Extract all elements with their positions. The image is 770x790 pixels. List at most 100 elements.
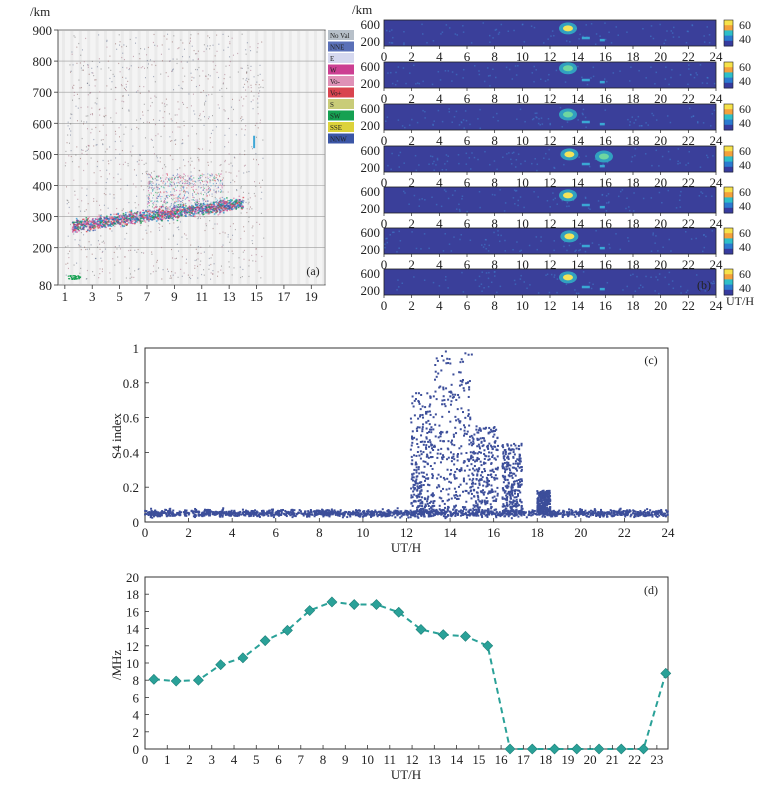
panel-a-speckle	[68, 128, 70, 130]
panel-b-noise	[500, 234, 502, 237]
panel-a-speckle	[166, 38, 168, 40]
panel-a-speckle	[150, 187, 152, 189]
panel-c-point	[459, 514, 462, 517]
panel-a-echo	[94, 227, 96, 229]
panel-a-echo	[97, 220, 100, 223]
panel-a-spread	[184, 181, 186, 183]
panel-a-echo	[81, 220, 84, 222]
panel-c-point	[507, 515, 510, 518]
panel-b-colorbar-label: 40	[739, 32, 751, 46]
panel-a-echo	[232, 202, 235, 204]
panel-b-tag: (b)	[697, 278, 711, 292]
panel-a-legend-swatch	[328, 133, 354, 144]
panel-a-speckle	[179, 167, 181, 169]
panel-a-echo	[173, 209, 176, 211]
panel-a-speckle	[232, 234, 234, 236]
panel-c-point	[368, 510, 371, 513]
panel-b-colorbar-segment	[724, 35, 733, 42]
panel-a-speckle	[249, 206, 251, 208]
panel-a-speckle	[257, 102, 259, 104]
panel-a-spread	[200, 192, 202, 195]
panel-a-spread	[166, 174, 168, 176]
panel-a-speckle	[101, 270, 103, 273]
panel-a-speckle	[191, 125, 193, 127]
panel-b-xtick-label: 12	[544, 91, 557, 106]
panel-a-speckle	[232, 179, 234, 181]
panel-b-noise	[440, 205, 443, 208]
panel-b-noise	[465, 163, 468, 165]
panel-a-legend-label: S	[330, 101, 334, 109]
panel-c-point	[185, 514, 188, 517]
panel-a-speckle	[208, 116, 210, 118]
panel-a-speckle	[115, 148, 117, 151]
panel-c-point	[475, 514, 478, 517]
panel-a-speckle	[82, 149, 84, 152]
panel-a-speckle	[138, 163, 140, 165]
panel-b-noise	[672, 287, 675, 290]
panel-b-noise	[655, 71, 658, 74]
panel-a-speckle	[211, 93, 213, 95]
panel-a-echo	[171, 215, 173, 217]
panel-a-speckle	[249, 46, 251, 48]
panel-b-noise	[484, 150, 486, 153]
panel-a-speckle	[208, 257, 210, 260]
panel-c-point	[198, 511, 201, 514]
panel-b-noise	[687, 83, 689, 86]
panel-a-speckle	[112, 73, 114, 75]
panel-a-echo	[135, 213, 138, 216]
panel-a-speckle	[85, 146, 87, 148]
panel-a-echo	[148, 210, 151, 212]
panel-b-noise	[490, 281, 493, 284]
panel-a-echo	[99, 221, 101, 224]
panel-a-spread	[169, 183, 171, 185]
panel-b-noise	[545, 152, 547, 155]
panel-a-echo	[171, 207, 174, 210]
panel-b-ytick-label: 200	[361, 160, 381, 175]
panel-a-speckle	[194, 265, 196, 267]
panel-b-xtick-label: 8	[491, 216, 498, 231]
panel-b-noise	[422, 109, 424, 112]
panel-a-spread	[208, 187, 210, 189]
panel-b-noise	[499, 189, 501, 191]
panel-a-speckle	[88, 145, 90, 147]
panel-b-noise	[432, 162, 434, 165]
panel-a-echo	[207, 208, 210, 211]
panel-a-echo	[129, 220, 132, 222]
panel-b-noise	[655, 119, 658, 121]
panel-a-echo	[74, 225, 77, 228]
panel-b-noise	[650, 197, 653, 199]
panel-a-echo	[222, 211, 225, 214]
panel-c-point	[649, 509, 652, 512]
panel-a-speckle	[177, 276, 179, 278]
panel-a-spread	[179, 193, 181, 195]
panel-c-point	[568, 513, 571, 516]
panel-c-point	[510, 517, 513, 520]
panel-c-point	[426, 511, 429, 514]
panel-b-noise	[513, 279, 516, 282]
panel-a-speckle	[210, 278, 212, 280]
panel-a-echo	[85, 225, 87, 227]
panel-a-speckle	[239, 153, 241, 155]
panel-a-speckle	[242, 118, 244, 121]
panel-a-echo	[87, 220, 89, 223]
panel-b-noise	[630, 160, 633, 163]
panel-a-speckle	[244, 129, 246, 131]
panel-a-spread	[149, 199, 151, 201]
panel-c-point	[165, 515, 168, 518]
panel-a-speckle	[121, 100, 123, 102]
panel-b-noise	[386, 29, 388, 32]
panel-a-spread	[213, 204, 215, 206]
panel-b-noise	[447, 287, 449, 289]
panel-c-point	[664, 512, 667, 515]
panel-a-speckle	[248, 216, 250, 218]
panel-b-noise	[524, 160, 526, 162]
panel-a-echo	[87, 223, 90, 225]
panel-a-echo	[172, 215, 175, 217]
panel-b-noise	[487, 285, 490, 288]
panel-a-spread	[148, 196, 150, 198]
panel-b-row	[383, 61, 717, 89]
panel-b-colorbar-label: 60	[739, 60, 751, 74]
panel-b-noise	[579, 249, 581, 251]
panel-a-echo	[117, 219, 120, 221]
panel-a-speckle	[195, 210, 197, 212]
